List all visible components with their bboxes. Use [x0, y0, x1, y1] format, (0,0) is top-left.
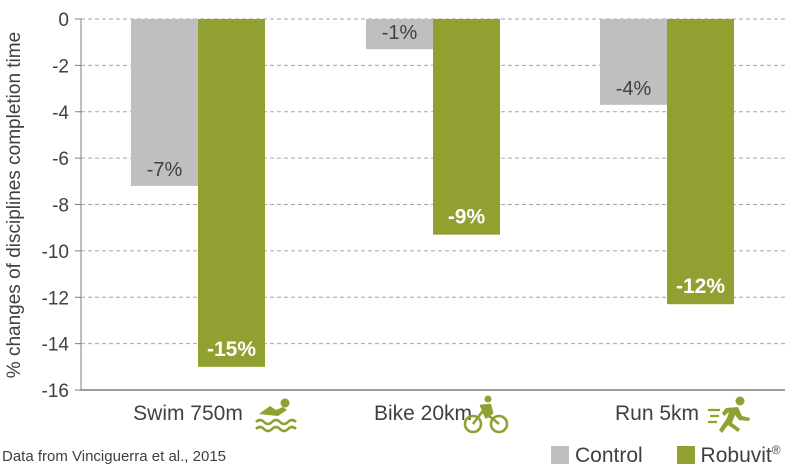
cyclist-icon — [463, 395, 509, 434]
bar-data-label: -9% — [448, 206, 486, 229]
bar-labels: -7% -15% -1% -9% -4% -12% — [147, 22, 726, 361]
bar-robuvit — [433, 19, 500, 235]
legend-label-robuvit-suffix: ® — [771, 443, 781, 457]
y-tick-label: -10 — [42, 242, 69, 263]
y-axis-label: % changes of disciplines completion time — [4, 32, 25, 378]
legend-item-robuvit: Robuvit® — [676, 443, 781, 467]
y-tick-label: -12 — [42, 288, 69, 309]
legend: Control Robuvit® — [551, 443, 781, 468]
legend-label-control: Control — [575, 444, 643, 467]
y-tick-label: -4 — [52, 103, 69, 124]
bar-data-label: -7% — [147, 159, 183, 181]
category-labels: Swim 750m Bike 20km Run 5km — [133, 402, 699, 425]
y-tick-label: -6 — [52, 149, 69, 170]
legend-label-robuvit: Robuvit — [700, 444, 772, 467]
legend-item-control: Control — [551, 444, 649, 467]
source-note: Data from Vinciguerra et al., 2015 — [2, 448, 227, 465]
y-tick-label: -14 — [42, 335, 70, 356]
y-tick-label: -8 — [52, 196, 69, 217]
bar-data-label: -4% — [616, 78, 652, 100]
legend-swatch-robuvit — [676, 446, 695, 464]
category-label: Run 5km — [615, 402, 699, 425]
y-tick-labels: 0 -2 -4 -6 -8 -10 -12 -14 -16 — [42, 10, 70, 402]
runner-icon — [708, 396, 750, 433]
bar-data-label: -12% — [676, 275, 725, 298]
bar-control — [366, 19, 433, 50]
bars — [131, 19, 734, 367]
bar-robuvit — [198, 19, 265, 367]
y-tick-label: -2 — [52, 56, 69, 77]
bar-robuvit — [667, 19, 734, 305]
bar-control — [600, 19, 667, 105]
y-tick-label: -16 — [42, 381, 69, 402]
bar-data-label: -15% — [207, 338, 256, 361]
category-label: Swim 750m — [133, 402, 243, 425]
swimmer-icon — [255, 398, 297, 433]
legend-swatch-control — [551, 446, 569, 464]
bar-control — [131, 19, 198, 186]
y-tick-label: 0 — [58, 10, 69, 31]
category-label: Bike 20km — [374, 402, 472, 425]
bar-data-label: -1% — [382, 22, 418, 44]
